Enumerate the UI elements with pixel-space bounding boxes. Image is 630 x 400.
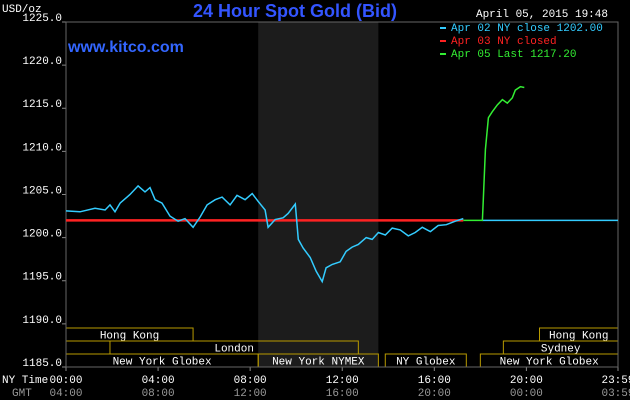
y-tick-label: 1220.0 — [22, 56, 62, 68]
chart-title: 24 Hour Spot Gold (Bid) — [193, 1, 397, 21]
y-tick-label: 1225.0 — [22, 13, 62, 25]
shade-band — [258, 22, 379, 367]
plot-frame — [65, 21, 619, 368]
y-tick-label: 1205.0 — [22, 185, 62, 197]
session-label: New York Globex — [500, 356, 599, 368]
timestamp: April 05, 2015 19:48 — [476, 9, 608, 21]
x-tick-label: 08:00 — [234, 375, 267, 387]
watermark: www.kitco.com — [67, 39, 184, 56]
y-axis-label: USD/oz — [2, 4, 42, 16]
series-line — [463, 85, 525, 222]
x2-tick-label: 04:00 — [49, 388, 82, 400]
x2-tick-label: 03:59 — [601, 388, 630, 400]
session-label: Hong Kong — [549, 330, 608, 342]
y-tick-label: 1190.0 — [22, 315, 62, 327]
y-tick-label: 1210.0 — [22, 142, 62, 154]
x-axis-label: NY Time — [2, 375, 48, 387]
y-tick-label: 1200.0 — [22, 229, 62, 241]
series-line — [65, 184, 618, 284]
session-label: New York NYMEX — [272, 356, 365, 368]
session-label: Sydney — [541, 343, 581, 355]
x-tick-label: 23:59 — [601, 375, 630, 387]
x-tick-label: 20:00 — [510, 375, 543, 387]
x-tick-label: 16:00 — [418, 375, 451, 387]
x2-tick-label: 16:00 — [326, 388, 359, 400]
session-label: Hong Kong — [100, 330, 159, 342]
x-tick-label: 00:00 — [49, 375, 82, 387]
y-tick-label: 1185.0 — [22, 358, 62, 370]
session-label: New York Globex — [113, 356, 212, 368]
session-label: London — [214, 343, 254, 355]
x2-axis-label: GMT — [12, 388, 32, 400]
legend-label: Apr 03 NY closed — [451, 36, 557, 48]
y-tick-label: 1215.0 — [22, 99, 62, 111]
x2-tick-label: 20:00 — [418, 388, 451, 400]
x2-tick-label: 08:00 — [142, 388, 175, 400]
x-tick-label: 04:00 — [142, 375, 175, 387]
x-tick-label: 12:00 — [326, 375, 359, 387]
y-tick-label: 1195.0 — [22, 272, 62, 284]
session-label: NY Globex — [396, 356, 456, 368]
x2-tick-label: 00:00 — [510, 388, 543, 400]
x2-tick-label: 12:00 — [234, 388, 267, 400]
legend-label: Apr 02 NY close 1202.00 — [451, 23, 603, 35]
legend-label: Apr 05 Last 1217.20 — [451, 49, 576, 61]
